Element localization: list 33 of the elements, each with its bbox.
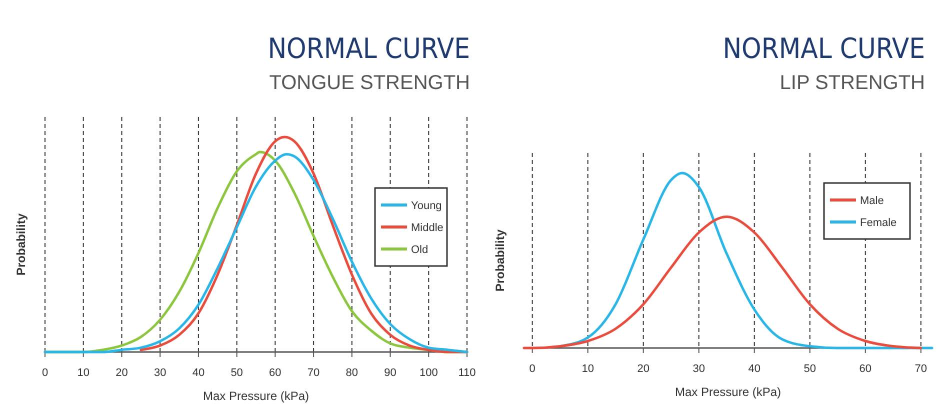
- x-tick-label: 80: [346, 367, 358, 379]
- x-tick-label: 10: [77, 367, 90, 379]
- x-tick-label: 30: [154, 367, 166, 379]
- x-tick-label: 40: [192, 367, 205, 379]
- legend-label: Female: [860, 217, 897, 229]
- chart-title: NORMAL CURVE: [268, 32, 470, 65]
- chart-subtitle: TONGUE STRENGTH: [269, 72, 470, 94]
- legend-label: Male: [860, 195, 884, 207]
- chart-subtitle: LIP STRENGTH: [780, 72, 925, 94]
- x-tick-label: 20: [116, 367, 128, 379]
- legend-label: Middle: [411, 222, 444, 234]
- x-tick-label: 70: [914, 363, 928, 375]
- x-tick-label: 50: [230, 367, 243, 379]
- x-tick-label: 50: [804, 363, 816, 375]
- x-tick-label: 60: [859, 363, 872, 375]
- legend-label: Old: [411, 244, 428, 256]
- y-axis-title: Probability: [14, 213, 28, 276]
- x-tick-label: 110: [458, 367, 476, 379]
- x-tick-label: 90: [384, 367, 396, 379]
- chart-title: NORMAL CURVE: [722, 32, 925, 65]
- x-tick-label: 70: [307, 367, 320, 379]
- x-tick-label: 40: [748, 363, 760, 375]
- x-tick-label: 100: [419, 367, 438, 379]
- x-tick-label: 30: [692, 363, 705, 375]
- legend-label: Young: [411, 200, 442, 212]
- x-axis-title: Max Pressure (kPa): [674, 385, 782, 399]
- x-tick-label: 20: [637, 363, 650, 375]
- x-tick-label: 60: [269, 367, 282, 379]
- y-axis-title: Probability: [493, 229, 507, 292]
- x-tick-label: 10: [582, 363, 594, 375]
- x-tick-label: 0: [42, 367, 48, 379]
- x-axis-title: Max Pressure (kPa): [202, 389, 310, 403]
- x-tick-label: 0: [529, 363, 536, 375]
